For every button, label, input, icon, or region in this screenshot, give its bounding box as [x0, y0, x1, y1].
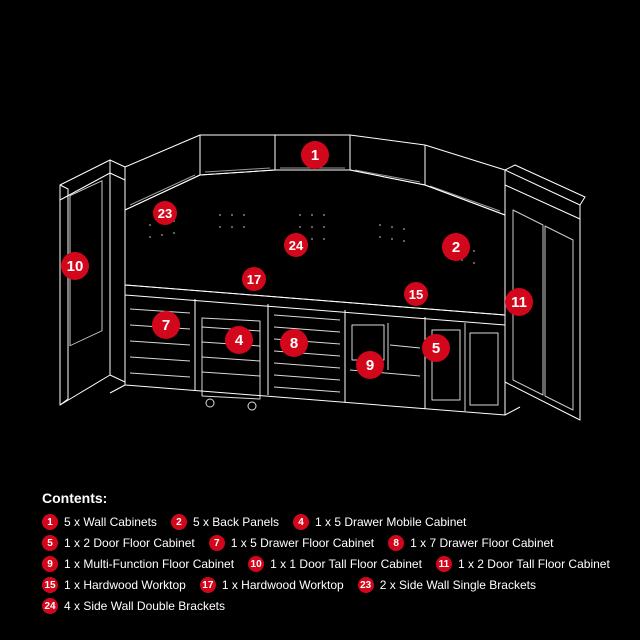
contents-badge-11: 11 — [436, 556, 452, 572]
contents-label: 1 x Hardwood Worktop — [222, 578, 344, 592]
contents-badge-4: 4 — [293, 514, 309, 530]
contents-label: 5 x Back Panels — [193, 515, 279, 529]
contents-badge-23: 23 — [358, 577, 374, 593]
diagram-callout-2: 2 — [442, 233, 470, 261]
contents-badge-9: 9 — [42, 556, 58, 572]
contents-label: 2 x Side Wall Single Brackets — [380, 578, 536, 592]
contents-badge-8: 8 — [388, 535, 404, 551]
contents-label: 1 x Multi-Function Floor Cabinet — [64, 557, 234, 571]
contents-heading: Contents: — [42, 490, 610, 506]
contents-label: 1 x 2 Door Tall Floor Cabinet — [458, 557, 610, 571]
contents-badge-2: 2 — [171, 514, 187, 530]
contents-row: 5 1 x 2 Door Floor Cabinet 7 1 x 5 Drawer F… — [42, 535, 610, 551]
diagram-callout-9: 9 — [356, 351, 384, 379]
contents-badge-15: 15 — [42, 577, 58, 593]
contents-label: 1 x 2 Door Floor Cabinet — [64, 536, 195, 550]
contents-label: 1 x 5 Drawer Mobile Cabinet — [315, 515, 466, 529]
contents-badge-7: 7 — [209, 535, 225, 551]
contents-label: 1 x 1 Door Tall Floor Cabinet — [270, 557, 422, 571]
contents-legend: Contents: 1 5 x Wall Cabinets 2 5 x Back Pa… — [42, 490, 610, 619]
diagram-callout-4: 4 — [225, 326, 253, 354]
contents-badge-24: 24 — [42, 598, 58, 614]
diagram-callout-7: 7 — [152, 311, 180, 339]
contents-row: 15 1 x Hardwood Worktop 17 1 x Hardwood Wor… — [42, 577, 610, 593]
contents-label: 4 x Side Wall Double Brackets — [64, 599, 225, 613]
contents-badge-1: 1 — [42, 514, 58, 530]
diagram-callout-1: 1 — [301, 141, 329, 169]
contents-badge-10: 10 — [248, 556, 264, 572]
contents-label: 1 x 5 Drawer Floor Cabinet — [231, 536, 374, 550]
contents-row: 1 5 x Wall Cabinets 2 5 x Back Panels 4 1 x 5… — [42, 514, 610, 530]
contents-row: 24 4 x Side Wall Double Brackets — [42, 598, 610, 614]
contents-label: 1 x Hardwood Worktop — [64, 578, 186, 592]
contents-badge-17: 17 — [200, 577, 216, 593]
diagram-callout-15: 15 — [404, 282, 428, 306]
diagram-callout-8: 8 — [280, 329, 308, 357]
contents-badge-5: 5 — [42, 535, 58, 551]
diagram-callout-17: 17 — [242, 267, 266, 291]
storage-system-diagram: 1 23 24 2 10 17 15 11 7 48 9 5 — [50, 115, 590, 460]
diagram-callout-10: 10 — [61, 252, 89, 280]
diagram-callout-5: 5 — [422, 334, 450, 362]
diagram-callout-24: 24 — [284, 233, 308, 257]
diagram-callout-11: 11 — [505, 288, 533, 316]
contents-label: 1 x 7 Drawer Floor Cabinet — [410, 536, 553, 550]
contents-label: 5 x Wall Cabinets — [64, 515, 157, 529]
diagram-callout-23: 23 — [153, 201, 177, 225]
contents-rows: 1 5 x Wall Cabinets 2 5 x Back Panels 4 1 x 5… — [42, 514, 610, 614]
contents-row: 9 1 x Multi-Function Floor Cabinet 10 1 x 1… — [42, 556, 610, 572]
